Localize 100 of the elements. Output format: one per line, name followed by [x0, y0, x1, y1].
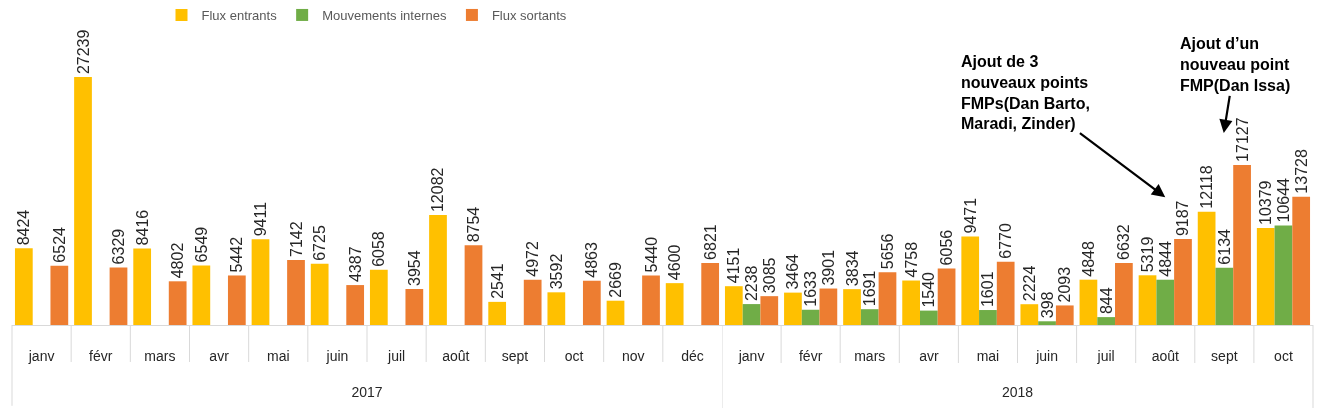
bar [1197, 211, 1216, 325]
bar [192, 265, 211, 325]
bar [801, 309, 820, 325]
bar [168, 281, 187, 325]
data-label: 4600 [666, 244, 684, 281]
x-tick-label: mai [976, 347, 999, 364]
bar [1138, 275, 1157, 325]
bar [1232, 164, 1251, 325]
text: Ajout de 3 nouveaux points FMPs(Dan Barto, Maradi, Zinder) [960, 53, 1090, 133]
bar [642, 275, 660, 325]
bar [1173, 239, 1192, 325]
data-label: 10379 [1256, 180, 1274, 225]
data-label: 3464 [784, 253, 802, 290]
bar [523, 279, 542, 325]
data-label: 4802 [169, 242, 187, 279]
data-label: 4863 [583, 242, 601, 278]
data-label: 6524 [50, 226, 68, 263]
data-label: 3954 [405, 250, 423, 287]
bar [582, 280, 601, 325]
x-tick-label: avr [918, 347, 939, 364]
data-label: 12082 [429, 167, 447, 213]
data-label: 6632 [1115, 224, 1133, 261]
bar [1055, 305, 1074, 325]
data-label: 1601 [979, 271, 997, 308]
data-label: 398 [1038, 291, 1056, 319]
bar [1037, 321, 1056, 325]
bar [860, 309, 879, 325]
x-tick-label: nov [621, 347, 645, 364]
x-axis-title: 2018 [1001, 384, 1033, 401]
data-label: 4972 [524, 241, 542, 277]
bar [50, 265, 69, 325]
bar [310, 263, 329, 325]
bar [742, 304, 761, 325]
bar [287, 260, 305, 325]
bar [1274, 225, 1292, 325]
bar [488, 301, 507, 325]
bar [878, 272, 896, 325]
bar [1256, 227, 1275, 325]
data-label: 6058 [370, 231, 388, 267]
x-tick-label: oct [564, 347, 584, 364]
data-label: 3901 [819, 249, 837, 286]
bar [919, 310, 938, 325]
x-tick-label: juin [1034, 347, 1058, 364]
bar [724, 286, 743, 325]
bar [1079, 279, 1097, 325]
bar [1096, 317, 1115, 325]
data-label: 8754 [465, 206, 483, 243]
data-label: 3085 [760, 257, 778, 294]
bar [842, 289, 861, 325]
bar [547, 292, 566, 325]
data-label: 3592 [547, 253, 565, 290]
bar [937, 268, 956, 325]
data-label: 5440 [642, 236, 660, 273]
bar [429, 215, 447, 325]
x-tick-label: janv [27, 347, 55, 364]
x-tick-label: août [1151, 347, 1179, 364]
data-label: 1691 [860, 270, 878, 307]
data-label: 9471 [961, 197, 979, 234]
x-tick-label: avr [209, 347, 230, 364]
data-label: 17127 [1233, 117, 1251, 162]
bar [996, 261, 1015, 325]
data-label: 9187 [1174, 200, 1192, 237]
bar [819, 288, 837, 325]
x-tick-label: juil [387, 347, 406, 364]
x-tick-label: oct [1273, 347, 1293, 364]
x-tick-label: mai [266, 347, 290, 364]
data-label: 1633 [801, 271, 819, 307]
x-tick-label: mars [144, 347, 176, 364]
x-tick-label: déc [681, 347, 704, 364]
bar [369, 269, 388, 325]
data-label: 2224 [1020, 265, 1038, 302]
bar [760, 296, 778, 325]
bar [109, 267, 128, 325]
data-label: 4758 [902, 241, 920, 278]
x-axis-title: 2017 [351, 384, 383, 401]
data-label: 5319 [1138, 236, 1156, 273]
bar [978, 310, 997, 325]
data-label: 4844 [1156, 241, 1174, 277]
x-tick-label: mars [853, 347, 885, 364]
data-label: 6770 [996, 223, 1014, 259]
data-label: 2669 [607, 262, 625, 298]
data-label: 27239 [74, 29, 92, 75]
data-label: 5442 [228, 236, 246, 273]
x-tick-label: janv [737, 347, 765, 364]
data-label: 5656 [878, 233, 896, 270]
data-label: 13728 [1292, 149, 1310, 194]
data-label: 7142 [287, 221, 305, 257]
x-tick-label: sept [501, 347, 529, 364]
bar [74, 77, 92, 325]
data-label: 8416 [133, 209, 151, 246]
x-tick-label: juin [325, 347, 349, 364]
data-label: 4848 [1079, 240, 1097, 277]
bar [133, 248, 152, 325]
legend-label: Mouvements internes [322, 8, 447, 24]
bar [1114, 263, 1133, 325]
data-label: 12118 [1197, 165, 1215, 209]
bar [701, 262, 720, 325]
bar [1291, 196, 1310, 325]
x-tick-label: juil [1096, 347, 1115, 364]
data-label: 2541 [488, 263, 506, 299]
